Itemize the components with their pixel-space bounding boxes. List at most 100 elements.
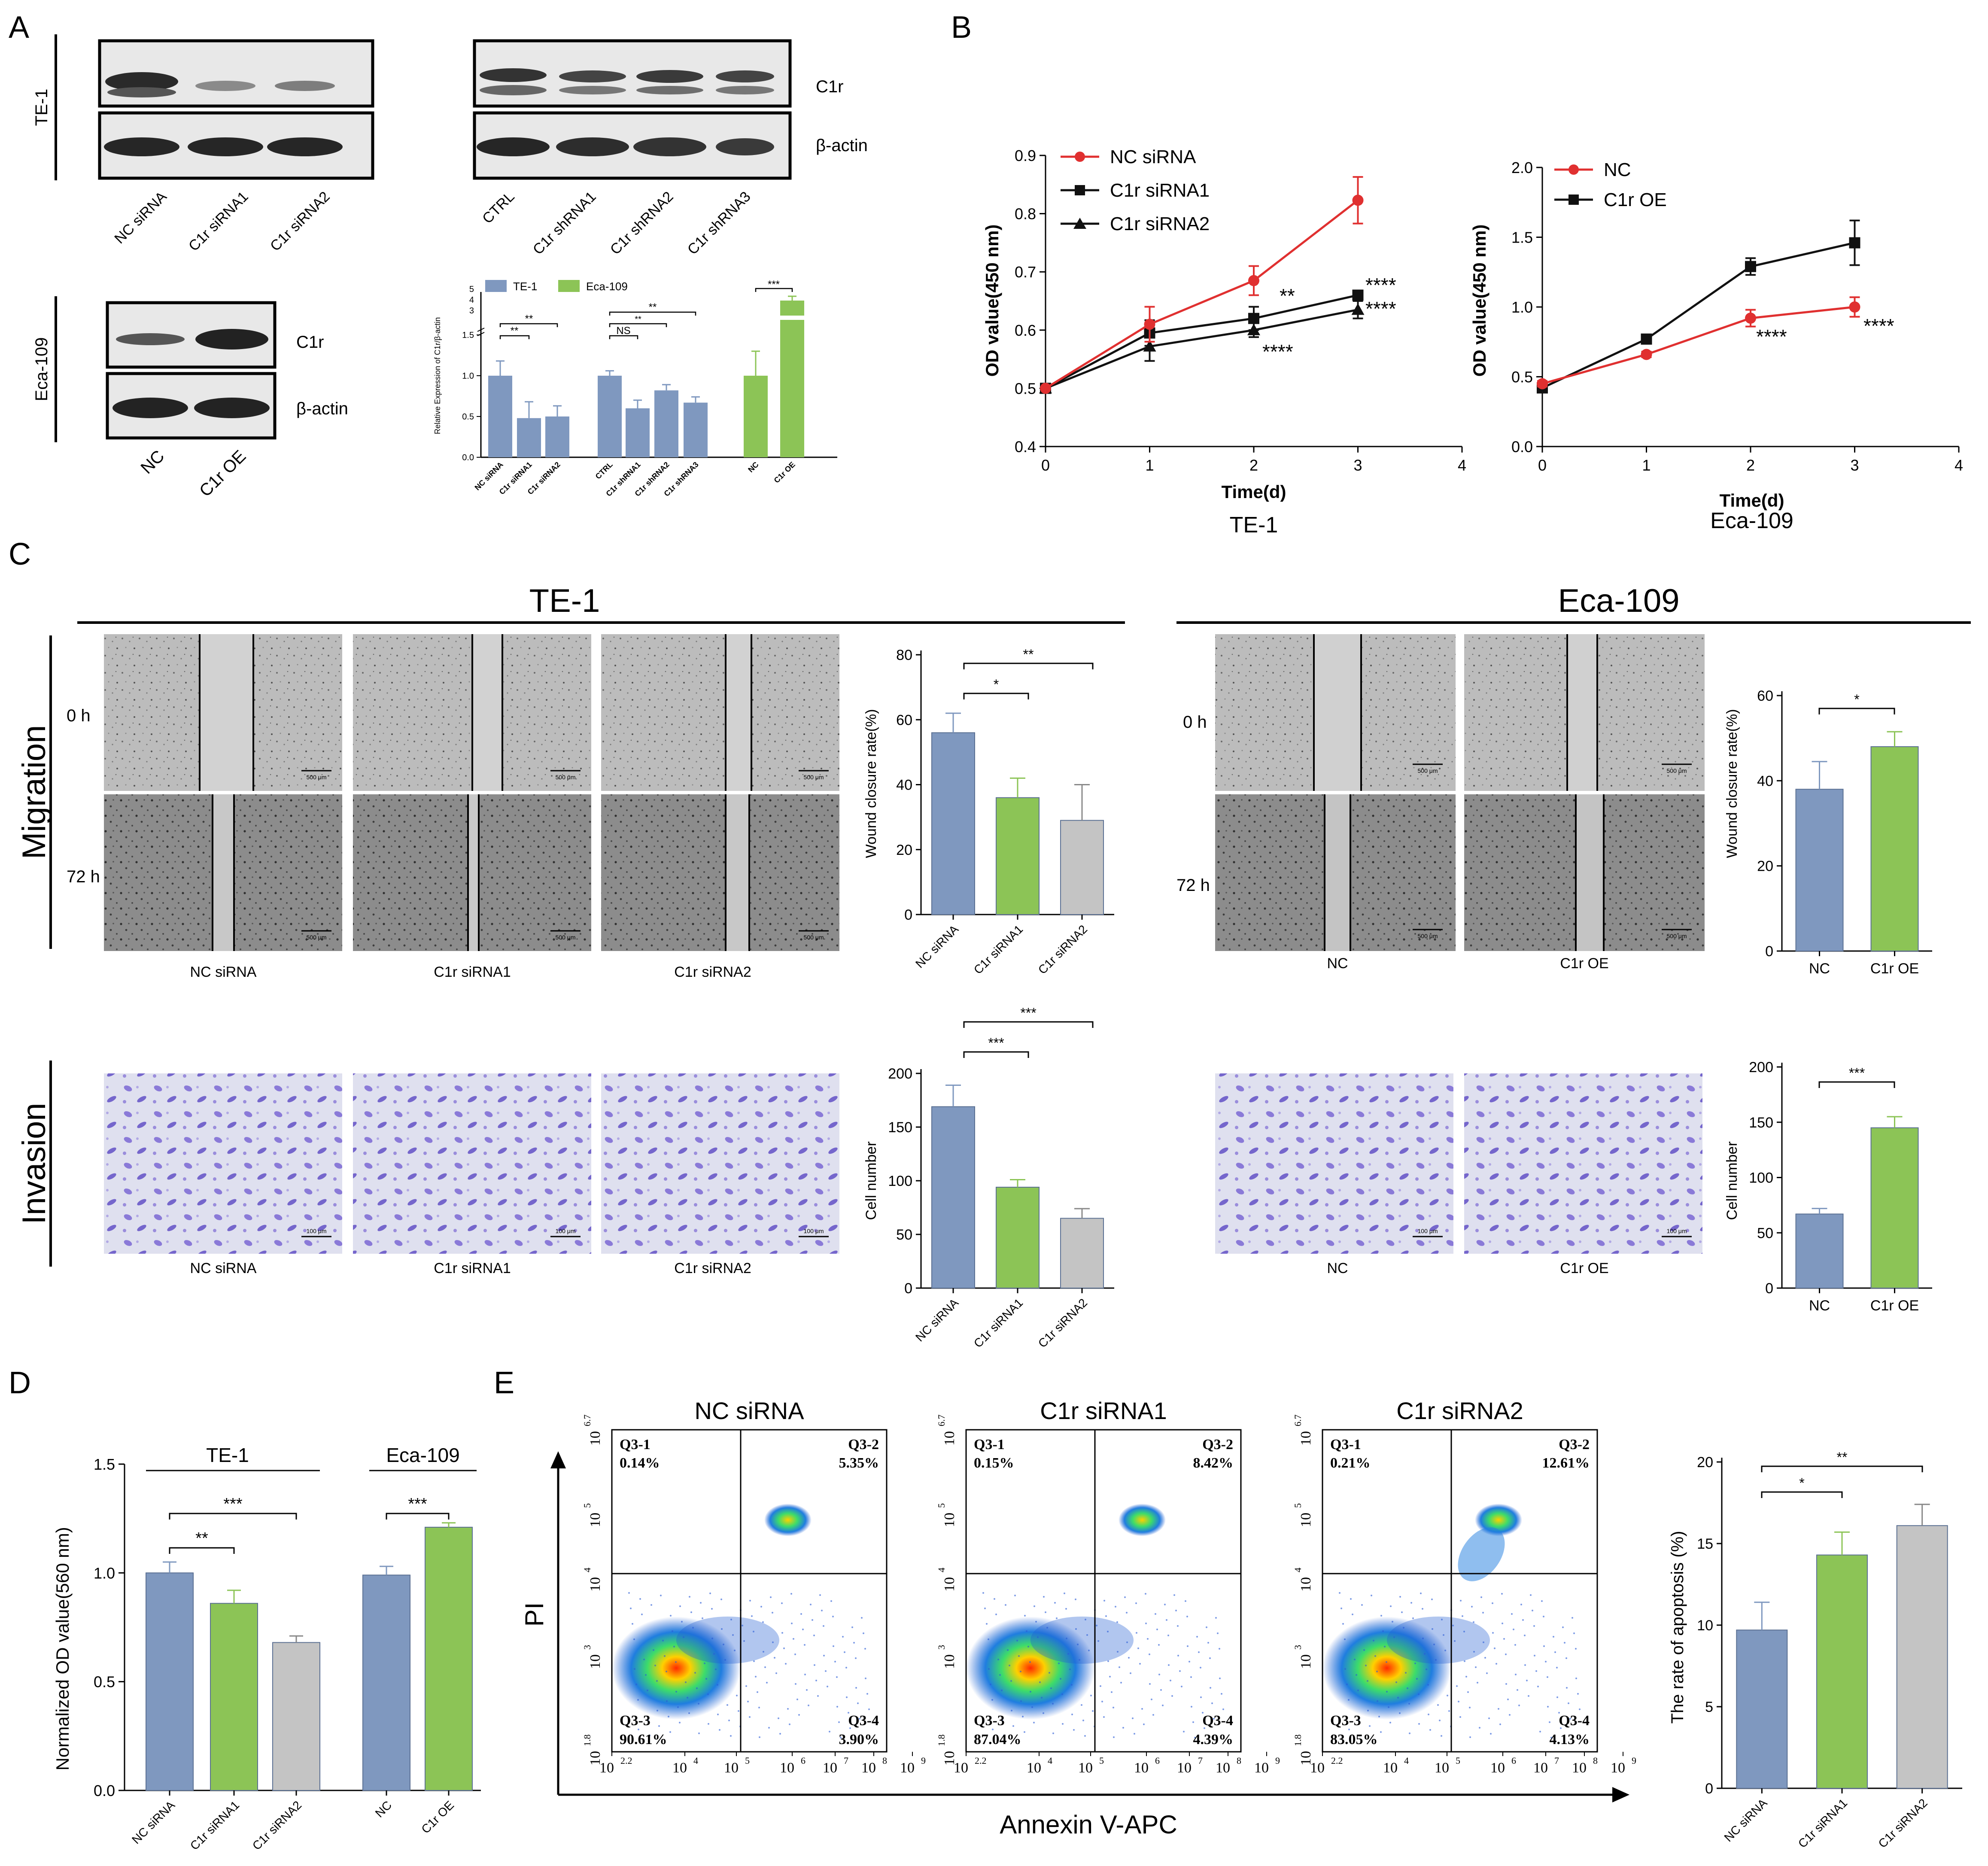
b2-legend-0: NC: [1604, 159, 1631, 180]
q1-label-1: Q3-1: [974, 1437, 1005, 1453]
flow-xtick-0-5: 10: [861, 1760, 876, 1776]
b1-sig-1: ****: [1365, 274, 1396, 296]
scale-500-72-1: 500 μm: [556, 934, 576, 941]
flow-yexp-1-0: 6.7: [936, 1415, 947, 1427]
c-inv-te1-bar-1: [996, 1187, 1040, 1289]
b1-sig-3: ****: [1262, 340, 1293, 363]
e-bar-ytick-0: 0: [1705, 1781, 1713, 1797]
c-inv-te1-sig-0: ***: [988, 1035, 1004, 1051]
c-inv-te1-ytick-1: 50: [896, 1227, 912, 1243]
a-ytick-1: 0.5: [462, 412, 474, 422]
flow-ytick-2-3: 10: [1298, 1654, 1314, 1669]
c-mig-te1-xlabel-1: C1r siRNA1: [971, 922, 1025, 976]
c-mig-eca-ytick-1: 20: [1757, 858, 1773, 875]
mig-te1-col-0: NC siRNA: [190, 964, 257, 980]
eca-scale-500-1: 500 μm: [1667, 767, 1687, 774]
a-bar-8: [780, 301, 804, 457]
legend-eca: Eca-109: [586, 280, 628, 293]
chart-a-expression: Relative Expression of C1r/β-actin 0.0 0.…: [433, 279, 837, 498]
legend-swatch-eca: [558, 280, 580, 292]
flow-yexp-0-1: 5: [582, 1503, 593, 1508]
inv-image-2: 100 μm: [601, 1073, 839, 1254]
mig-eca-0h-1: 500 μm: [1464, 634, 1705, 791]
d-ylabel: Normalized OD value(560 nm): [52, 1527, 73, 1770]
b2-pt-0-2: [1745, 261, 1756, 272]
legend-swatch-te1: [485, 280, 507, 292]
mig-eca-col-1: C1r OE: [1560, 955, 1608, 972]
b1-xlabel: Time(d): [1222, 482, 1286, 502]
c-inv-te1-ytick-3: 150: [888, 1119, 912, 1136]
e-xlabel: Annexin V-APC: [1000, 1810, 1177, 1839]
c-mig-eca-ytick-0: 0: [1765, 943, 1773, 960]
b2-line-0: [1541, 242, 1855, 389]
te1-72h: 72 h: [67, 867, 100, 886]
mig-te1-72h-1: 500 μm: [353, 794, 591, 951]
scale-100-2: 100 μm: [804, 1228, 824, 1234]
b1-ytick-2: 0.6: [1015, 322, 1036, 339]
flow-xtick-2-2: 10: [1435, 1760, 1449, 1776]
flow-ytick-2-2: 10: [1298, 1577, 1314, 1592]
a-bar-5: [654, 390, 678, 457]
blot2-lane-1: C1r shRNA1: [530, 188, 599, 258]
q2-value-1: 8.42%: [1193, 1455, 1234, 1471]
mig-te1-col-1: C1r siRNA1: [434, 964, 511, 980]
a-sig-5: ***: [768, 279, 780, 290]
c-mig-te1-xlabel-0: NC siRNA: [913, 922, 961, 970]
q4-value-1: 4.39%: [1193, 1732, 1234, 1747]
flow-xexp-2-5: 8: [1593, 1755, 1598, 1766]
flow-yexp-0-0: 6.7: [582, 1415, 593, 1427]
b1-xtick-2: 2: [1249, 456, 1258, 474]
a-ytick-5: 4: [469, 295, 474, 305]
blot1-lane-0: NC siRNA: [111, 188, 170, 247]
e-bar-ytick-2: 10: [1697, 1617, 1713, 1634]
flow-late-apoptotic-0: [764, 1504, 812, 1536]
inv-image-0: 100 μm: [104, 1073, 342, 1254]
c-mig-eca-ytick-2: 40: [1757, 773, 1773, 789]
flow-ytick-2-4: 10: [1298, 1751, 1314, 1766]
d-bar-2: [272, 1642, 320, 1791]
c-mig-te1-sig-1: **: [1023, 647, 1034, 662]
q3-label-2: Q3-3: [1330, 1713, 1361, 1729]
c-inv-te1-xlabel-0: NC siRNA: [913, 1296, 961, 1344]
a-sig-1: **: [525, 313, 533, 325]
flow-xexp-2-6: 9: [1632, 1755, 1636, 1766]
flow-ytick-0-1: 10: [587, 1513, 603, 1527]
scale-100-1: 100 μm: [556, 1228, 576, 1234]
q4-label-1: Q3-4: [1202, 1713, 1233, 1729]
invasion-label: Invasion: [16, 1103, 52, 1224]
c-inv-eca-ytick-0: 0: [1765, 1280, 1773, 1297]
b2-legend: NC C1r OE: [1554, 159, 1667, 210]
flow-xexp-2-0: 2.2: [1331, 1755, 1343, 1766]
a-ytick-6: 5: [469, 285, 474, 294]
e-sig-1: **: [1837, 1450, 1848, 1465]
d-xlabel-3: NC: [373, 1798, 395, 1820]
c-inv-te1-xlabel-1: C1r siRNA1: [971, 1296, 1025, 1350]
flow-title-2: C1r siRNA2: [1396, 1397, 1523, 1424]
panel-letter-b: B: [951, 10, 972, 45]
c-inv-eca-ytick-3: 150: [1749, 1115, 1773, 1131]
flow-yexp-2-3: 3: [1292, 1645, 1303, 1650]
b2-ytick-0: 0.0: [1511, 438, 1533, 456]
a-bar-2: [545, 416, 569, 457]
d-bar-4: [425, 1526, 473, 1791]
b1-xtick-0: 0: [1041, 456, 1050, 474]
flow-yexp-2-2: 4: [1292, 1568, 1303, 1572]
chart-b-te1: 0.4 0.5 0.6 0.7 0.8 0.9 0 1 2 3 4 OD value(450 nm)…: [982, 146, 1466, 538]
e-bar-xlabel-1: C1r siRNA1: [1796, 1796, 1850, 1850]
q3-value-1: 87.04%: [974, 1732, 1021, 1747]
flow-xexp-1-3: 6: [1155, 1755, 1160, 1766]
d-sig-0: **: [195, 1529, 208, 1547]
b2-pt-1-2: [1745, 313, 1756, 324]
b1-legend-1: C1r siRNA1: [1110, 180, 1210, 201]
b2-legend-1: C1r OE: [1604, 189, 1667, 210]
inv-image-4: 100 μm: [1464, 1073, 1702, 1254]
a-sig-2: NS: [616, 325, 630, 337]
b1-ytick-5: 0.9: [1015, 147, 1036, 164]
b1-legend: NC siRNA C1r siRNA1 C1r siRNA2: [1061, 146, 1210, 234]
flow-xtick-0-3: 10: [780, 1760, 794, 1776]
b2-xtick-3: 3: [1850, 456, 1859, 474]
b2-pt-0-3: [1849, 237, 1860, 249]
flow-xexp-1-4: 7: [1198, 1755, 1203, 1766]
q3-label-1: Q3-3: [974, 1713, 1005, 1729]
q4-label-0: Q3-4: [848, 1713, 879, 1729]
